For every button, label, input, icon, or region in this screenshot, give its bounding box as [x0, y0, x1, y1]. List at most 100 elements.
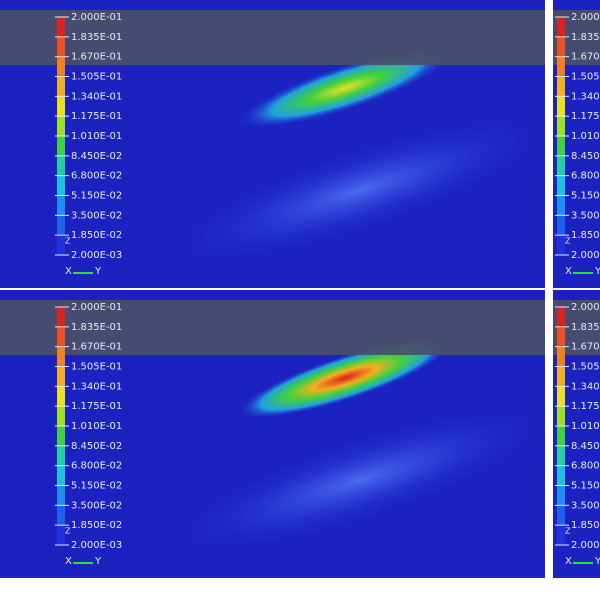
axis-y: Y [594, 266, 600, 277]
legend-label: 6.800E-02 [71, 171, 122, 182]
legend-swatch [57, 116, 65, 136]
legend-swatch [57, 307, 65, 327]
legend-swatch [557, 445, 565, 466]
legend-swatch [57, 96, 65, 117]
legend-label: 5.150E-02 [71, 191, 122, 202]
legend-swatch [557, 215, 565, 236]
axis-z: Z [65, 237, 71, 246]
legend-swatch [57, 326, 65, 347]
legend-label: 2.000E-03 [571, 540, 600, 551]
axis-x: X [65, 556, 72, 567]
legend-label: 3.500E-02 [71, 210, 122, 221]
legend-label: 1.835E-01 [571, 32, 600, 43]
legend-swatch [557, 505, 565, 526]
legend-swatch [57, 136, 65, 156]
legend-label: 1.835E-01 [571, 322, 600, 333]
axis-x: X [65, 266, 72, 277]
contour-panel: 2.000E-01 1.835E-01 1.670E-01 1.505E-01 1.34… [553, 290, 600, 578]
legend-label: 8.450E-02 [571, 151, 600, 162]
legend-label: 1.175E-01 [71, 401, 122, 412]
legend-label: 1.010E-01 [571, 131, 600, 142]
panel-body [0, 290, 545, 578]
legend-label: 2.000E-01 [571, 302, 600, 313]
legend-label: 1.835E-01 [71, 322, 122, 333]
legend-swatch [57, 235, 65, 255]
legend-label: 1.010E-01 [71, 421, 122, 432]
axis-z: Z [565, 527, 571, 536]
legend-label: 1.505E-01 [71, 362, 122, 373]
legend-swatch [57, 386, 65, 407]
legend-swatch [57, 195, 65, 216]
legend-label: 1.340E-01 [71, 381, 122, 392]
legend-swatch [57, 155, 65, 176]
legend-swatch [57, 505, 65, 526]
legend-label: 1.670E-01 [71, 342, 122, 353]
contour-panel: 2.000E-01 1.835E-01 1.670E-01 1.505E-01 1.34… [0, 0, 545, 288]
legend-label: 8.450E-02 [71, 151, 122, 162]
panel-body [0, 0, 545, 288]
axis-z: Z [565, 237, 571, 246]
legend-swatch [557, 406, 565, 426]
legend-swatch [57, 426, 65, 446]
legend-swatch [557, 426, 565, 446]
legend-swatch [557, 366, 565, 387]
legend-swatch [57, 215, 65, 236]
legend-label: 1.835E-01 [71, 32, 122, 43]
legend-swatch [57, 525, 65, 545]
legend-label: 2.000E-01 [71, 12, 122, 23]
legend-swatch [557, 96, 565, 117]
legend-label: 1.340E-01 [571, 381, 600, 392]
legend-label: 1.850E-02 [571, 230, 600, 241]
legend-swatch [57, 56, 65, 77]
axis-z: Z [65, 527, 71, 536]
legend-label: 1.340E-01 [571, 91, 600, 102]
axis-y: Y [594, 556, 600, 567]
gray-band [0, 10, 545, 65]
faint-region [178, 120, 542, 260]
legend-label: 1.175E-01 [71, 111, 122, 122]
legend-swatch [57, 36, 65, 57]
legend-swatch [557, 326, 565, 347]
legend-label: 3.500E-02 [571, 210, 600, 221]
legend-label: 1.175E-01 [571, 111, 600, 122]
legend-label: 6.800E-02 [571, 461, 600, 472]
legend-label: 1.010E-01 [71, 131, 122, 142]
legend-swatch [557, 136, 565, 156]
legend-swatch [557, 17, 565, 37]
legend-swatch [57, 346, 65, 367]
legend-swatch [557, 36, 565, 57]
axis-y: Y [94, 556, 102, 567]
legend-swatch [57, 17, 65, 37]
gray-band [0, 300, 545, 355]
legend-label: 1.850E-02 [71, 230, 122, 241]
legend-label: 1.505E-01 [571, 362, 600, 373]
legend-label: 1.505E-01 [71, 72, 122, 83]
legend-label: 1.850E-02 [71, 520, 122, 531]
contour-blob [240, 48, 450, 128]
legend-swatch [57, 76, 65, 97]
legend-swatch [557, 56, 565, 77]
legend-label: 5.150E-02 [71, 481, 122, 492]
legend-label: 2.000E-01 [571, 12, 600, 23]
legend-swatch [557, 386, 565, 407]
legend-label: 5.150E-02 [571, 191, 600, 202]
legend-label: 6.800E-02 [571, 171, 600, 182]
legend-swatch [557, 155, 565, 176]
legend-swatch [557, 195, 565, 216]
legend-swatch [57, 175, 65, 196]
legend-swatch [557, 346, 565, 367]
axis-x: X [565, 556, 572, 567]
legend-label: 1.175E-01 [571, 401, 600, 412]
legend-label: 1.670E-01 [71, 52, 122, 63]
legend-swatch [557, 175, 565, 196]
legend-label: 1.010E-01 [571, 421, 600, 432]
legend-label: 2.000E-01 [71, 302, 122, 313]
legend-label: 3.500E-02 [71, 500, 122, 511]
legend-label: 2.000E-03 [71, 250, 122, 261]
legend-label: 1.670E-01 [571, 52, 600, 63]
legend-swatch [57, 406, 65, 426]
contour-blob [240, 338, 450, 418]
legend-label: 8.450E-02 [71, 441, 122, 452]
